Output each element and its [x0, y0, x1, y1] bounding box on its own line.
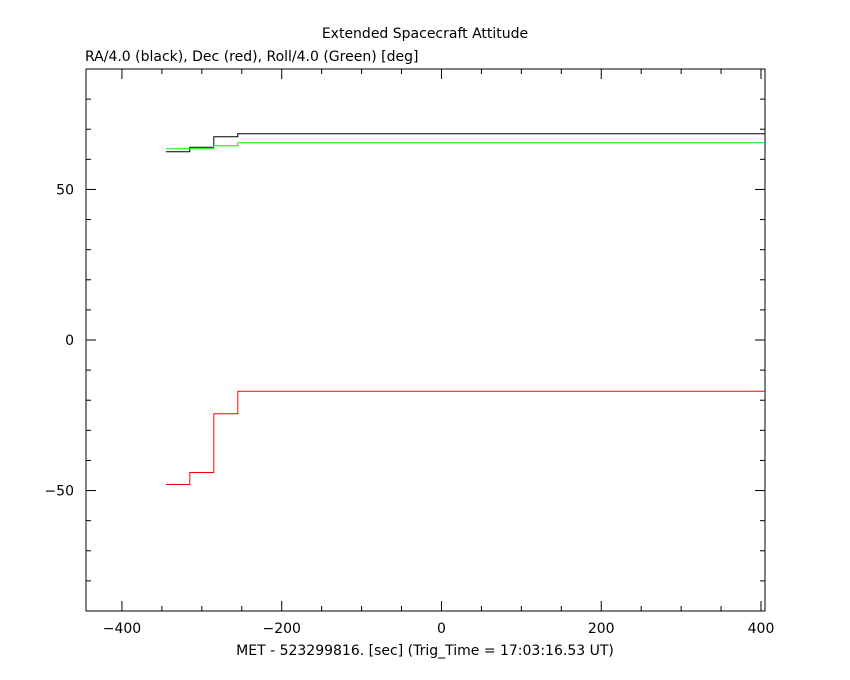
y-tick-label: 50 — [56, 182, 74, 198]
series-line-roll-4-0 — [165, 142, 765, 150]
axis-ticks: −400 −200 0 200 400 −50 0 50 — [44, 69, 774, 637]
x-tick-label: 0 — [437, 621, 446, 637]
x-tick-label: −200 — [262, 621, 300, 637]
x-axis-label: MET - 523299816. [sec] (Trig_Time = 17:0… — [236, 643, 614, 659]
series-line-dec — [165, 390, 765, 485]
chart-title: Extended Spacecraft Attitude — [322, 26, 528, 42]
y-tick-label: 0 — [65, 333, 74, 349]
plot-frame — [85, 68, 766, 612]
x-tick-label: −400 — [103, 621, 141, 637]
series-line-ra-4-0 — [165, 133, 765, 153]
series-layer — [165, 133, 765, 485]
x-tick-label: 200 — [588, 621, 615, 637]
x-tick-label: 400 — [748, 621, 775, 637]
y-tick-label: −50 — [44, 484, 74, 500]
chart-subtitle: RA/4.0 (black), Dec (red), Roll/4.0 (Gre… — [85, 49, 418, 65]
